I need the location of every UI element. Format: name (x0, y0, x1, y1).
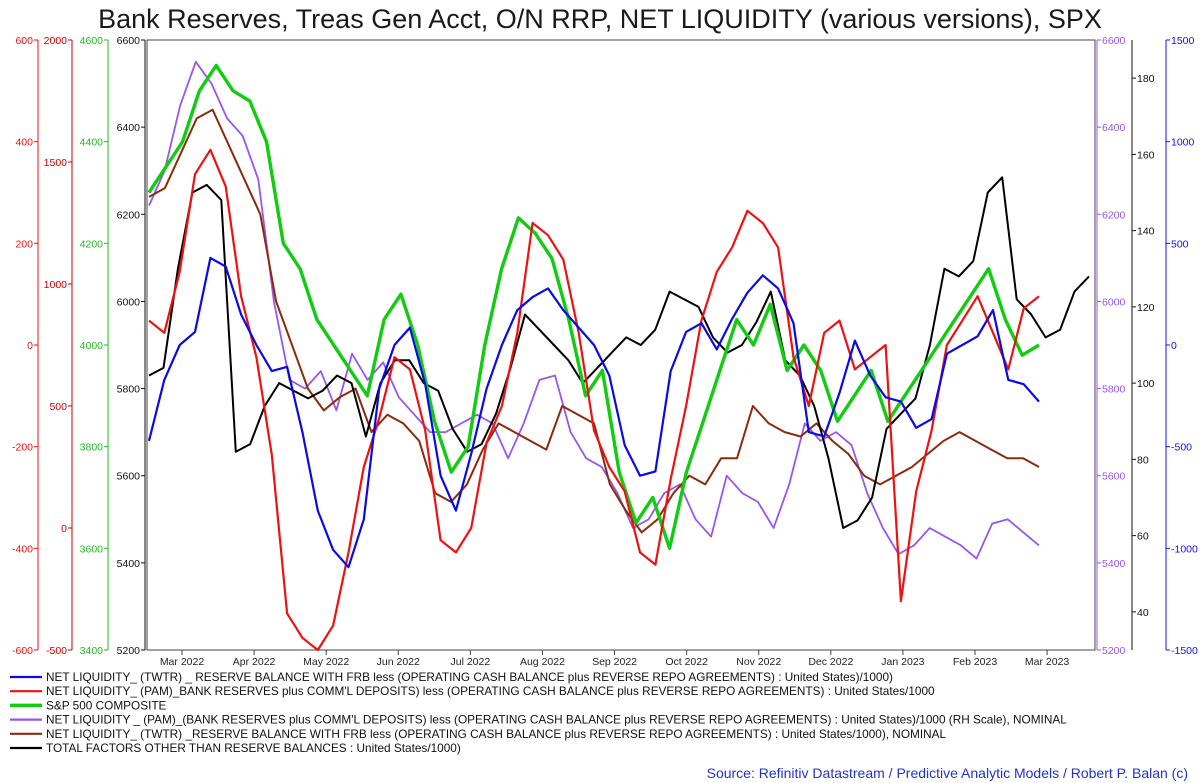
axis-tick-label: 5200 (117, 645, 141, 657)
axis-a7: 1500 1000 500 0 -500 -1000 -1500 (1165, 35, 1198, 657)
axis-tick-label: 400 (15, 137, 33, 149)
series-line-5 (148, 176, 1090, 529)
axis-tick-label: 1500 (1171, 35, 1195, 47)
axis-tick-label: 140 (1137, 226, 1155, 238)
axis-tick-label: 4600 (80, 35, 104, 47)
axis-tick-label: 1000 (44, 279, 68, 291)
series-line-3 (148, 60, 1040, 560)
axis-tick-label: 6600 (1102, 35, 1126, 47)
axis-tick-label: 0 (27, 340, 33, 352)
axis-tick-label: 3800 (80, 442, 104, 454)
axis-a3: 4600 4400 4200 4000 3800 3600 3400 (80, 35, 109, 657)
series-line-2 (147, 63, 1040, 550)
axis-tick-label: 0 (61, 523, 67, 535)
axis-tick-label: 160 (1137, 149, 1155, 161)
legend-label: NET LIQUIDITY _ (PAM)_(BANK RESERVES plu… (46, 713, 1067, 727)
axis-tick-label: -400 (12, 543, 33, 555)
source-note: Source: Refinitiv Datastream / Predictiv… (707, 765, 1188, 781)
axis-tick-label: 200 (15, 238, 33, 250)
series-line-1 (148, 148, 1040, 652)
axis-tick-label: -1000 (1171, 543, 1198, 555)
axis-tick-label: 180 (1137, 73, 1155, 85)
axis-tick-label: -500 (46, 645, 67, 657)
x-tick-label: Feb 2023 (953, 656, 998, 668)
axis-tick-label: 4000 (80, 340, 104, 352)
axis-tick-label: 1000 (1171, 137, 1195, 149)
axis-tick-label: 120 (1137, 302, 1155, 314)
axis-tick-label: 6200 (1102, 209, 1126, 221)
axis-tick-label: 5600 (117, 471, 141, 483)
axis-tick-label: 6600 (117, 35, 141, 47)
x-tick-label: Mar 2023 (1025, 656, 1070, 668)
axis-tick-label: 3400 (80, 645, 104, 657)
legend-label: S&P 500 COMPOSITE (46, 698, 167, 712)
legend-item: NET LIQUIDITY_ (TWTR) _ RESERVE BALANCE … (10, 670, 893, 684)
legend-label: NET LIQUIDITY_ (PAM)_BANK RESERVES plus … (46, 684, 935, 698)
x-tick-label: Sep 2022 (592, 656, 637, 668)
axis-tick-label: 0 (1171, 340, 1177, 352)
axis-tick-label: -1500 (1171, 645, 1198, 657)
axis-tick-label: 5600 (1102, 471, 1126, 483)
axis-tick-label: 4200 (80, 238, 104, 250)
plot-frame: Mar 2022 Apr 2022 May 2022 Jun 2022 Jul 2022… (146, 39, 1096, 668)
legend-item: TOTAL FACTORS OTHER THAN RESERVE BALANCE… (10, 741, 461, 755)
axis-tick-label: 3600 (80, 543, 104, 555)
axis-tick-label: 500 (49, 401, 67, 413)
axis-tick-label: 40 (1137, 607, 1149, 619)
legend-label: NET LIQUIDITY_ (TWTR) _ RESERVE BALANCE … (46, 670, 893, 684)
axis-tick-label: -500 (1171, 442, 1192, 454)
axis-tick-label: 5200 (1102, 645, 1126, 657)
x-tick-label: Aug 2022 (520, 656, 565, 668)
legend-item: NET LIQUIDITY_ (PAM)_BANK RESERVES plus … (10, 684, 935, 698)
axis-tick-label: 100 (1137, 378, 1155, 390)
axis-tick-label: 5800 (117, 384, 141, 396)
legend-item: NET LIQUIDITY_ (TWTR) _RESERVE BALANCE W… (10, 727, 946, 741)
axis-tick-label: 5800 (1102, 384, 1126, 396)
axis-a6: 180 160 140 120 100 80 60 40 (1131, 40, 1155, 650)
axis-tick-label: 5400 (117, 558, 141, 570)
axes-layer: 6004002000-200-400-6002000150010005000-5… (12, 35, 1198, 657)
axis-tick-label: 500 (1171, 238, 1189, 250)
axis-tick-label: 4400 (80, 137, 104, 149)
x-tick-label: Oct 2022 (665, 656, 708, 668)
axis-tick-label: 6200 (117, 209, 141, 221)
series-layer (147, 60, 1090, 652)
axis-tick-label: 5400 (1102, 558, 1126, 570)
axis-tick-label: -200 (12, 442, 33, 454)
x-tick-label: Nov 2022 (736, 656, 781, 668)
legend-item: NET LIQUIDITY _ (PAM)_(BANK RESERVES plu… (10, 713, 1067, 727)
axis-tick-label: 60 (1137, 531, 1149, 543)
axis-a1: 600 400 200 0 -200 -400 -600 (12, 35, 39, 657)
series-line-4 (148, 108, 1040, 534)
axis-tick-label: 1500 (44, 157, 68, 169)
x-tick-label: Jul 2022 (451, 656, 491, 668)
x-tick-label: Jun 2022 (377, 656, 420, 668)
axis-tick-label: 6000 (117, 296, 141, 308)
legend: NET LIQUIDITY_ (TWTR) _ RESERVE BALANCE … (10, 670, 1067, 755)
axis-tick-label: 6000 (1102, 296, 1126, 308)
axis-a4: 6600 6400 6200 6000 5800 5600 5400 5200 (117, 35, 146, 657)
chart-title: Bank Reserves, Treas Gen Acct, O/N RRP, … (98, 4, 1102, 34)
x-tick-label: Apr 2022 (233, 656, 276, 668)
axis-tick-label: 2000 (44, 35, 68, 47)
axis-a5: 6600 6400 6200 6000 5800 5600 5400 5200 (1096, 35, 1126, 657)
plot-border (146, 39, 1096, 651)
x-tick-label: May 2022 (303, 656, 349, 668)
legend-label: TOTAL FACTORS OTHER THAN RESERVE BALANCE… (46, 741, 461, 755)
axis-tick-label: 6400 (117, 122, 141, 134)
x-tick-label: Mar 2022 (160, 656, 205, 668)
axis-tick-label: -600 (12, 645, 33, 657)
axis-a2: 2000 1500 1000 500 0 -500 (44, 35, 73, 657)
x-tick-label: Dec 2022 (808, 656, 853, 668)
axis-tick-label: 6400 (1102, 122, 1126, 134)
axis-tick-label: 80 (1137, 454, 1149, 466)
x-tick-label: Jan 2023 (881, 656, 924, 668)
axis-tick-label: 600 (15, 35, 33, 47)
legend-label: NET LIQUIDITY_ (TWTR) _RESERVE BALANCE W… (46, 727, 946, 741)
series-line-0 (147, 256, 1040, 569)
legend-item: S&P 500 COMPOSITE (10, 698, 167, 712)
